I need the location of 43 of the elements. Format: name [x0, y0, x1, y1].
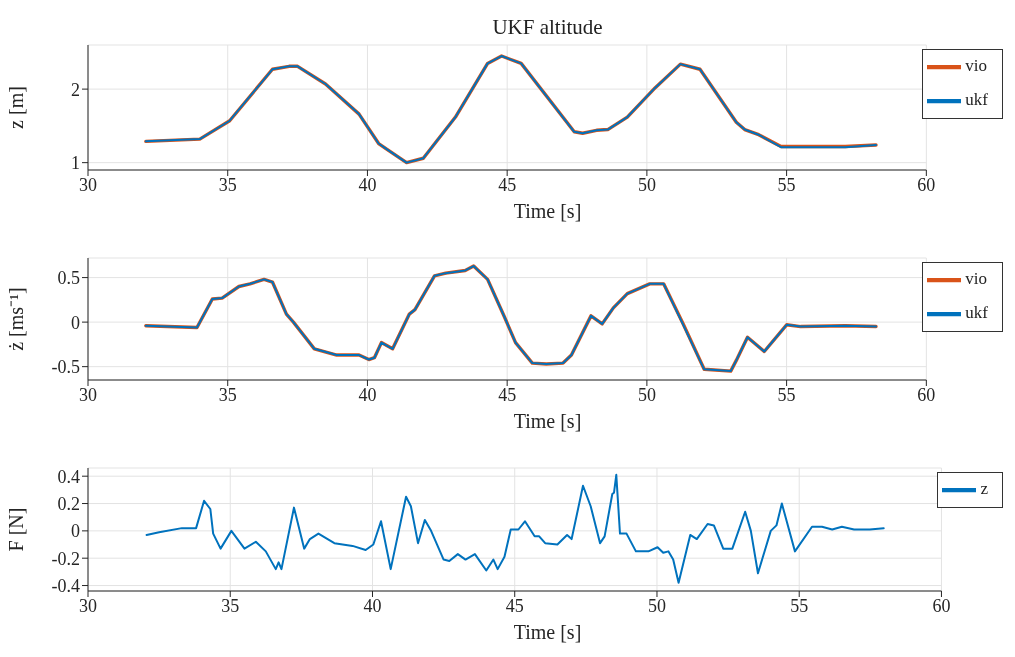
- x-tick-label: 40: [358, 384, 377, 405]
- x-tick-label: 30: [79, 384, 97, 405]
- x-tick-label: 40: [363, 595, 382, 616]
- x-tick-label: 55: [777, 174, 796, 195]
- x-tick-label: 35: [221, 595, 240, 616]
- y-tick-label: -0.5: [51, 357, 80, 378]
- y-tick-label: 0.5: [57, 267, 80, 288]
- x-tick-label: 60: [917, 174, 936, 195]
- y-tick-label: 0.2: [57, 493, 80, 514]
- legend-label: ukf: [965, 89, 988, 109]
- y-axis-title: z [m]: [5, 86, 28, 129]
- x-tick-label: 55: [777, 384, 796, 405]
- x-tick-label: 35: [218, 174, 237, 195]
- x-tick-label: 50: [637, 384, 656, 405]
- x-axis-title: Time [s]: [513, 410, 582, 432]
- y-tick-label: 2: [71, 79, 80, 100]
- y-tick-label: 1: [71, 153, 80, 174]
- y-tick-label: 0: [71, 521, 80, 542]
- x-tick-label: 45: [498, 174, 517, 195]
- chart-title: UKF altitude: [492, 15, 603, 39]
- x-tick-label: 45: [498, 384, 517, 405]
- y-tick-label: 0.4: [57, 466, 80, 487]
- legend-label: z: [980, 478, 988, 498]
- y-axis-title: F [N]: [5, 507, 28, 552]
- legend-label: ukf: [965, 302, 988, 322]
- y-tick-label: -0.4: [51, 575, 80, 596]
- x-tick-label: 30: [79, 595, 97, 616]
- y-tick-label: 0: [71, 312, 80, 333]
- x-tick-label: 50: [637, 174, 656, 195]
- x-tick-label: 60: [932, 595, 951, 616]
- x-tick-label: 50: [647, 595, 666, 616]
- x-tick-label: 60: [917, 384, 936, 405]
- x-tick-label: 30: [79, 174, 97, 195]
- x-tick-label: 40: [358, 174, 377, 195]
- x-tick-label: 45: [505, 595, 524, 616]
- legend-label: vio: [965, 55, 988, 75]
- x-tick-label: 55: [790, 595, 809, 616]
- x-tick-label: 35: [218, 384, 237, 405]
- legend-label: vio: [965, 268, 988, 288]
- y-tick-label: -0.2: [51, 548, 80, 569]
- x-axis-title: Time [s]: [513, 621, 582, 643]
- y-axis-title: ż [ms⁻¹]: [5, 287, 28, 351]
- x-axis-title: Time [s]: [513, 200, 582, 222]
